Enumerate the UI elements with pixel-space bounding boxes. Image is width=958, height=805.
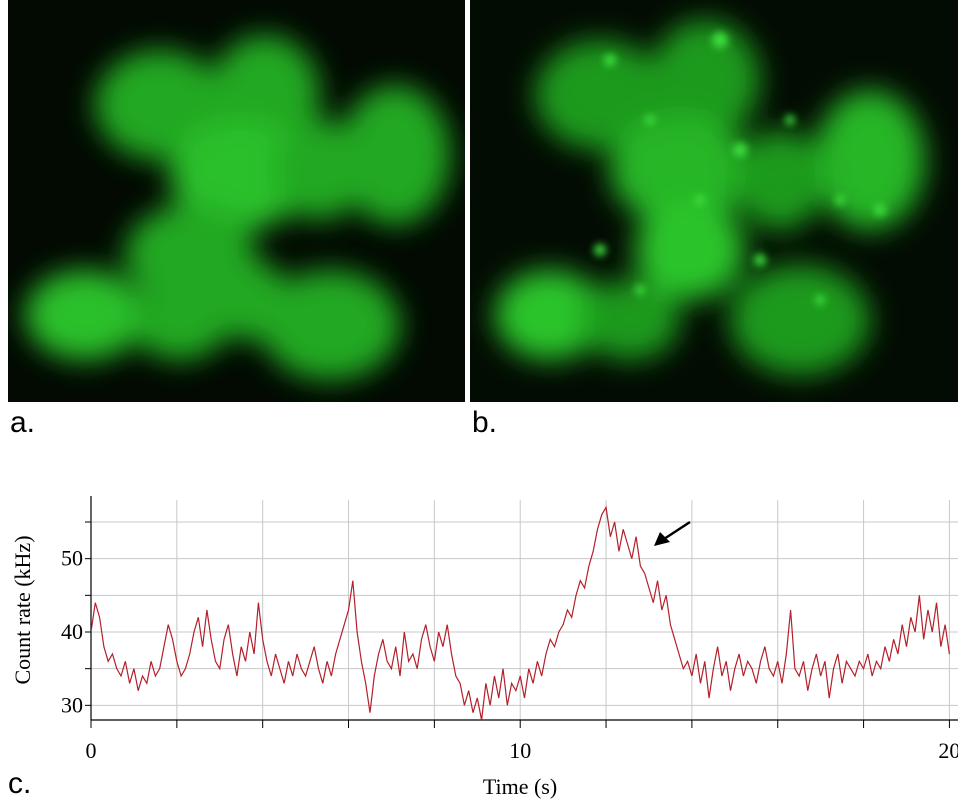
y-axis-label: Count rate (kHz): [10, 535, 35, 684]
y-tick-label: 50: [61, 546, 83, 571]
line-chart: 30 40 50 0 10 20: [61, 496, 958, 763]
arrow: [654, 520, 691, 546]
y-tick-label: 30: [61, 692, 83, 717]
x-tick-label: 10: [509, 738, 531, 763]
x-tick-label: 20: [938, 738, 958, 763]
x-tick-label: 0: [86, 738, 97, 763]
panel-label: c.: [8, 767, 31, 800]
image-b: [470, 0, 958, 402]
y-tick-label: 40: [61, 619, 83, 644]
image-a: [8, 0, 465, 402]
panel-label: b.: [472, 406, 497, 439]
data-line: [91, 505, 951, 721]
panel-label: a.: [10, 406, 35, 439]
x-axis-label: Time (s): [483, 774, 557, 799]
